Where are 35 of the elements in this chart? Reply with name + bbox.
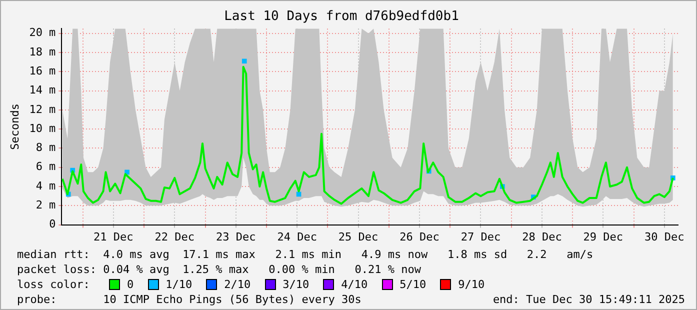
y-tick-label: 10 m — [29, 122, 56, 135]
y-tick-label: 12 m — [29, 102, 56, 116]
y-tick-label: 8 m — [36, 141, 56, 154]
legend-label: 5/10 — [398, 277, 426, 292]
y-tick-label: 16 m — [29, 64, 56, 78]
y-tick-label: 0 — [49, 218, 56, 231]
x-tick-label: 29 Dec — [583, 230, 624, 244]
x-tick-label: 27 Dec — [460, 230, 501, 244]
x-tick-label: 22 Dec — [154, 230, 195, 244]
legend-label: 4/10 — [340, 277, 368, 292]
chart-title: Last 10 Days from d76b9edfd0b1 — [224, 9, 459, 24]
legend-label: 2/10 — [223, 277, 251, 292]
x-tick-label: 28 Dec — [522, 230, 562, 244]
x-tick-label: 30 Dec — [644, 230, 684, 244]
legend-label: 1/10 — [164, 277, 192, 292]
y-tick-label: 6 m — [36, 160, 56, 174]
legend-title: loss color: — [17, 277, 91, 292]
text: probe: 10 ICMP Echo Pings (56 Bytes) every 30s — [17, 292, 362, 307]
x-tick-label: 23 Dec — [216, 230, 256, 244]
x-tick-label: 25 Dec — [338, 230, 378, 244]
y-tick-label: 18 m — [29, 45, 56, 58]
y-tick-label: 14 m — [29, 84, 56, 97]
x-tick-label: 26 Dec — [400, 230, 440, 244]
y-tick-label: 20 m — [29, 26, 56, 40]
y-tick-label: 4 m — [36, 179, 56, 192]
legend-label: 9/10 — [457, 277, 485, 292]
x-tick-label: 24 Dec — [277, 230, 317, 244]
y-tick-label: 2 m — [36, 198, 56, 212]
x-tick-label: 21 Dec — [94, 230, 134, 244]
y-axis-title: Seconds — [8, 104, 22, 150]
text: median rtt: 4.0 ms avg 17.1 ms max 2.1 ms min 4.9 ms now 1.8 ms sd 2.2 am/s — [17, 247, 594, 262]
text: packet loss: 0.04 % avg 1.25 % max 0.00 % min 0.21 % now — [17, 262, 422, 277]
legend-label: 0 — [126, 277, 134, 292]
legend-label: 3/10 — [282, 277, 310, 292]
text: end: Tue Dec 30 15:49:11 2025 — [492, 292, 685, 307]
